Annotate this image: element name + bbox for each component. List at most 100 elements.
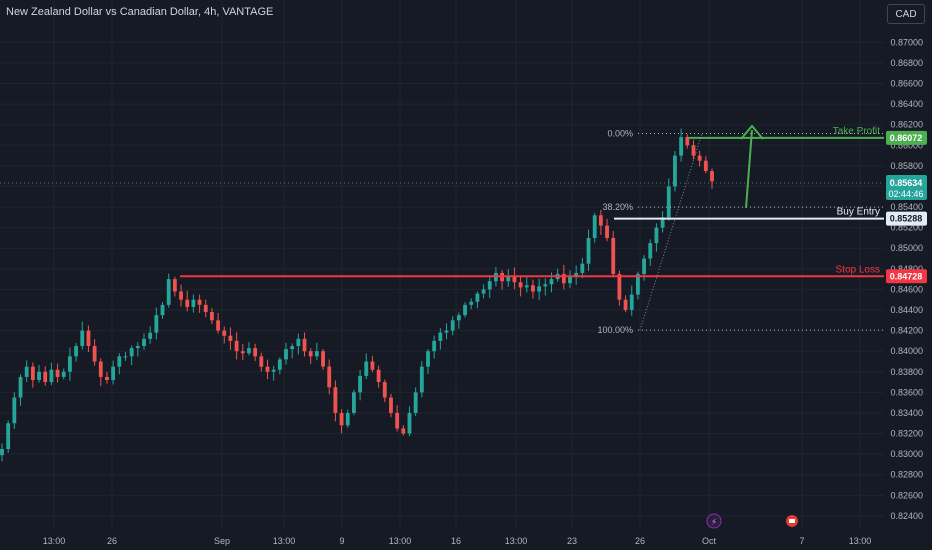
candle-body (413, 392, 418, 413)
candle (395, 405, 400, 432)
candle (259, 352, 264, 372)
candle-body (654, 227, 659, 244)
candle (629, 285, 634, 316)
candle-body (475, 293, 480, 302)
candle-body (209, 312, 214, 321)
candle (673, 151, 677, 192)
take-profit-price-tag-bg (886, 130, 927, 145)
candle-body (247, 348, 251, 354)
price-tick-label: 0.86000 (890, 140, 923, 150)
price-tick-label: 0.83600 (890, 387, 923, 397)
candle (679, 128, 684, 162)
currency-button[interactable]: CAD (887, 4, 925, 24)
candle-body (160, 304, 165, 316)
candle (49, 362, 54, 386)
time-tick-label: 13:00 (389, 536, 412, 546)
price-tick-label: 0.84400 (890, 305, 923, 315)
candle (389, 393, 393, 418)
candle-body (129, 348, 134, 357)
price-tick-label: 0.86200 (890, 120, 923, 130)
candle-body (86, 330, 91, 347)
candle-body (407, 412, 412, 434)
event-markers: ⚡ (706, 513, 798, 529)
candle (166, 273, 171, 308)
candle-body (487, 281, 492, 290)
candle-body (80, 330, 85, 347)
candle (611, 231, 616, 278)
candle-body (531, 285, 535, 292)
buy-entry-label: Buy Entry (837, 207, 880, 218)
candle-body (37, 371, 41, 381)
candle (117, 353, 122, 375)
candle-body (358, 375, 363, 393)
candle-body (376, 369, 381, 383)
candle-body (543, 284, 548, 287)
price-axis: 0.87000 0.86800 0.86600 0.86400 0.86200 0.860… (884, 0, 932, 550)
candle-body (481, 289, 486, 294)
candle-body (660, 217, 665, 228)
candle-body (154, 315, 159, 333)
candle (345, 409, 350, 428)
candle-body (228, 335, 233, 341)
candle-body (117, 356, 122, 367)
levels-layer: Take Profit Buy Entry Stop Loss (180, 126, 884, 278)
price-tick-label: 0.84800 (890, 264, 923, 274)
candle (247, 342, 251, 356)
candle-body (302, 338, 307, 352)
price-tick-label: 0.82400 (890, 511, 923, 521)
candle-body (148, 332, 153, 339)
time-tick-label: 13:00 (43, 536, 66, 546)
price-tick-label: 0.86800 (890, 58, 923, 68)
candle-body (648, 243, 653, 259)
candle-body (395, 412, 400, 429)
stop-loss-price-tag-bg (886, 269, 927, 284)
candle-body (30, 366, 35, 381)
candle-body (629, 294, 634, 311)
candle (172, 276, 177, 297)
time-tick-label: 13:00 (505, 536, 528, 546)
candle (469, 298, 474, 310)
candle (55, 363, 60, 383)
candle (314, 342, 319, 361)
candle (185, 290, 190, 312)
price-tick-label: 0.83000 (890, 449, 923, 459)
candle (475, 291, 480, 309)
candle-body (203, 304, 208, 313)
candle (450, 316, 455, 336)
candle-body (253, 348, 258, 357)
candle (321, 348, 325, 370)
candle (308, 348, 313, 365)
time-tick-label: 13:00 (849, 536, 872, 546)
candle-body (389, 397, 393, 413)
candle-body (314, 351, 319, 357)
candle-body (284, 349, 288, 360)
fibonacci-layer: 0.00% 38.20% 100.00% (597, 128, 884, 335)
time-tick-label: 9 (339, 536, 344, 546)
target-arrow-head (740, 124, 764, 140)
candle (697, 150, 702, 167)
price-tick-label: 0.83400 (890, 408, 923, 418)
candle (413, 387, 418, 416)
lightning-icon[interactable] (706, 513, 722, 529)
candle (648, 239, 653, 266)
candle-body (666, 186, 671, 218)
candle (234, 332, 239, 360)
candle-body (568, 277, 572, 284)
candle-body (345, 412, 350, 426)
arrow-layer (740, 124, 764, 209)
candle (358, 369, 363, 401)
candle-body (92, 346, 97, 362)
candle (277, 357, 282, 375)
candle (61, 368, 66, 380)
candle-body (463, 304, 467, 316)
candle-body (43, 371, 48, 383)
candle-body (123, 356, 128, 358)
candle-body (506, 276, 511, 282)
candle-body (61, 371, 66, 377)
candle (290, 343, 295, 359)
price-tick-label: 0.84600 (890, 284, 923, 294)
candle (500, 270, 505, 290)
candle (18, 374, 23, 406)
candle-body (327, 366, 332, 388)
